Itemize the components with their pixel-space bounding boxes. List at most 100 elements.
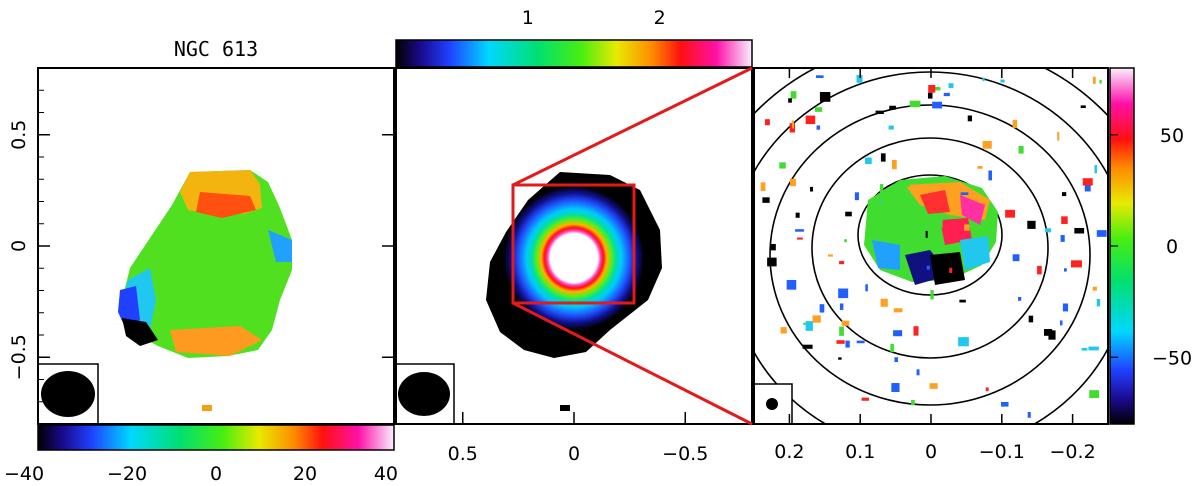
speck <box>909 100 921 108</box>
colorbar-tick-label: 40 <box>374 463 398 485</box>
speck <box>844 239 847 243</box>
speck <box>865 284 868 292</box>
speck <box>925 230 928 238</box>
speck <box>891 159 897 170</box>
speck <box>802 344 813 349</box>
speck <box>760 182 766 191</box>
speck <box>815 75 824 78</box>
velocity-map-left <box>38 170 292 424</box>
speck <box>1094 164 1097 174</box>
speck <box>1062 192 1067 197</box>
speck <box>1074 227 1085 234</box>
speck <box>1060 235 1065 242</box>
speck <box>810 186 814 192</box>
speck <box>1012 119 1018 128</box>
speck <box>889 105 896 110</box>
speck <box>1096 230 1107 237</box>
speck <box>861 397 869 401</box>
x-tick-label: −0.1 <box>979 441 1025 463</box>
speck <box>788 98 792 103</box>
intensity-contours <box>754 68 1108 424</box>
speck <box>1081 347 1088 351</box>
speck <box>1012 254 1020 262</box>
speck <box>1062 303 1069 312</box>
speck <box>838 357 842 360</box>
colorbar-tick-label: 2 <box>654 7 666 29</box>
colorbar-right-labels: 50 0 −50 <box>1110 125 1192 369</box>
speck <box>856 340 865 344</box>
speck <box>1043 329 1053 336</box>
speck <box>913 326 919 336</box>
speck <box>1060 320 1063 326</box>
speck <box>880 153 886 162</box>
right-panel: 0.2 0.1 0 −0.1 −0.2 50 0 −50 <box>753 67 1192 463</box>
speck <box>939 218 943 228</box>
speck <box>856 75 863 83</box>
speck <box>845 211 852 217</box>
speck <box>1099 79 1102 84</box>
speck <box>916 369 920 376</box>
speck <box>879 184 884 194</box>
speck <box>929 383 938 389</box>
speck <box>814 107 823 112</box>
speck <box>1092 76 1096 84</box>
speck <box>795 212 800 218</box>
speck <box>1045 228 1052 233</box>
speck <box>888 125 894 130</box>
speck <box>797 237 803 240</box>
speck <box>875 110 884 115</box>
x-tick-label: 0 <box>568 443 580 465</box>
y-tick-label: −0.5 <box>8 334 30 380</box>
speck <box>845 340 850 348</box>
colorbar-tick-label: 50 <box>1160 125 1184 147</box>
colorbar-tick-label: 20 <box>293 463 317 485</box>
speck <box>1057 131 1060 141</box>
speck <box>816 125 821 130</box>
colorbar-bottom <box>37 424 395 451</box>
speck <box>1005 209 1016 218</box>
speck <box>838 288 849 299</box>
colorbar-top <box>395 39 753 68</box>
zoom-line-bottom <box>512 301 753 426</box>
speck <box>926 265 930 270</box>
speck <box>948 83 954 89</box>
x-tick-label: −0.5 <box>662 443 708 465</box>
speck <box>977 166 983 169</box>
speck <box>805 321 813 331</box>
speck <box>982 141 992 149</box>
x-tick-label: 0.2 <box>774 441 804 463</box>
middle-x-ticks: 0.5 0 −0.5 <box>448 412 708 465</box>
x-tick-label: −0.2 <box>1050 441 1096 463</box>
zoom-line-top <box>512 66 753 187</box>
speck <box>1088 346 1099 351</box>
left-y-ticks: 0.5 0 −0.5 <box>8 89 394 403</box>
speck <box>865 157 872 165</box>
speck <box>928 84 936 93</box>
velocity-map-right <box>754 68 1108 424</box>
speck <box>1037 265 1042 275</box>
colorbar-tick-label: 0 <box>210 463 222 485</box>
speck <box>894 357 899 363</box>
speck <box>1027 412 1031 418</box>
speck <box>762 197 770 203</box>
speck <box>893 330 903 337</box>
speck <box>790 178 796 187</box>
speck <box>841 320 850 326</box>
speck <box>828 254 833 257</box>
speck <box>780 327 787 334</box>
colorbar-tick-label: 0 <box>1166 236 1178 258</box>
speck <box>988 170 992 181</box>
speck <box>795 229 804 232</box>
colorbar-tick-label: −20 <box>107 463 147 485</box>
speck <box>879 192 891 202</box>
y-tick-label: 0.5 <box>8 120 30 150</box>
speck <box>819 92 831 102</box>
speck <box>839 303 844 310</box>
speck <box>1028 315 1034 323</box>
speck <box>767 257 777 267</box>
speck <box>791 120 795 129</box>
intensity-map <box>396 172 662 424</box>
